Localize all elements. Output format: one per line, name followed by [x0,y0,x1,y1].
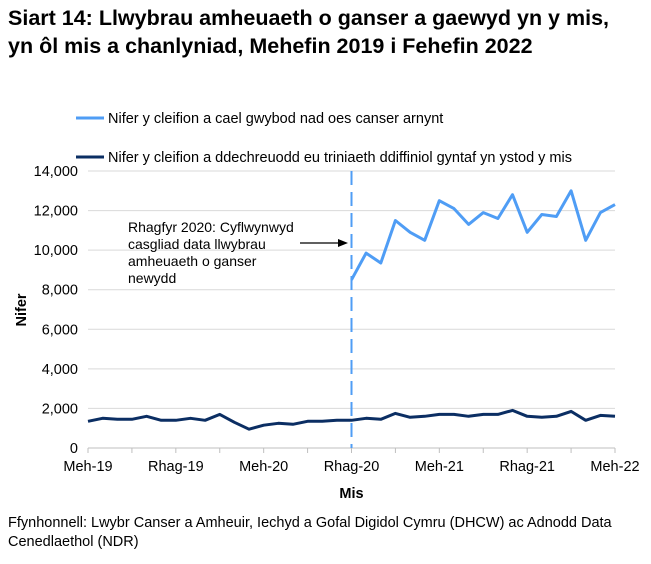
x-tick-label: Meh-22 [590,459,639,475]
x-tick-label: Rhag-21 [499,459,555,475]
chart-title: Siart 14: Llwybrau amheuaeth o ganser a … [8,6,610,58]
series-line-1 [350,189,616,281]
legend-label-2: Nifer y cleifion a ddechreuodd eu trinia… [108,150,572,166]
legend-label-1: Nifer y cleifion a cael gwybod nad oes c… [108,111,443,127]
x-tick-label: Rhag-20 [324,459,380,475]
y-tick-label: 6,000 [42,322,78,338]
y-tick-label: 4,000 [42,362,78,378]
x-tick-label: Meh-19 [63,459,112,475]
annotation-text: Rhagfyr 2020: Cyflwynwyd [128,219,294,235]
y-tick-label: 10,000 [34,243,78,259]
annotation-text: amheuaeth o ganser [128,253,257,269]
y-tick-label: 14,000 [34,164,78,180]
x-tick-label: Meh-20 [239,459,288,475]
y-tick-label: 12,000 [34,204,78,220]
x-axis-label: Mis [339,486,363,502]
annotation-text: newydd [128,270,176,286]
annotation-text: casgliad data llwybrau [128,236,266,252]
x-tick-label: Rhag-19 [148,459,204,475]
y-tick-label: 8,000 [42,283,78,299]
y-tick-label: 2,000 [42,401,78,417]
y-tick-label: 0 [70,441,78,457]
source-note: Ffynhonnell: Lwybr Canser a Amheuir, Iec… [8,515,612,550]
x-tick-label: Meh-21 [415,459,464,475]
y-axis-label: Nifer [14,293,30,326]
annotation-arrow-head [338,239,348,247]
